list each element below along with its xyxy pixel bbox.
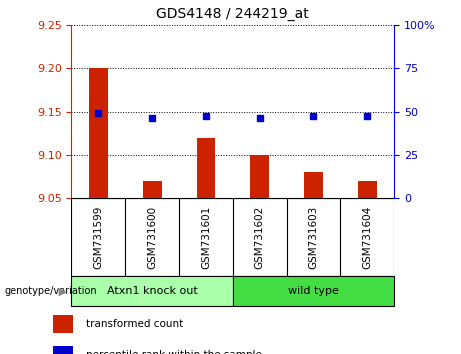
Title: GDS4148 / 244219_at: GDS4148 / 244219_at (156, 7, 309, 21)
Bar (304, 172, 323, 198)
Bar (143, 181, 161, 198)
Bar (53, 346, 73, 354)
Text: GSM731599: GSM731599 (93, 205, 103, 269)
Text: wild type: wild type (288, 286, 339, 296)
Bar (196, 138, 215, 198)
Text: percentile rank within the sample: percentile rank within the sample (86, 350, 262, 354)
Text: GSM731602: GSM731602 (254, 206, 265, 269)
Bar (53, 315, 73, 333)
Bar (250, 155, 269, 198)
Bar (233, 276, 394, 306)
Bar (358, 181, 377, 198)
Text: ▶: ▶ (55, 286, 67, 296)
Text: GSM731600: GSM731600 (147, 206, 157, 269)
Text: GSM731603: GSM731603 (308, 206, 319, 269)
Bar (89, 68, 108, 198)
Bar (71, 276, 233, 306)
Text: GSM731604: GSM731604 (362, 206, 372, 269)
Text: transformed count: transformed count (86, 319, 183, 329)
Text: Atxn1 knock out: Atxn1 knock out (107, 286, 197, 296)
Text: genotype/variation: genotype/variation (5, 286, 97, 296)
Text: GSM731601: GSM731601 (201, 206, 211, 269)
